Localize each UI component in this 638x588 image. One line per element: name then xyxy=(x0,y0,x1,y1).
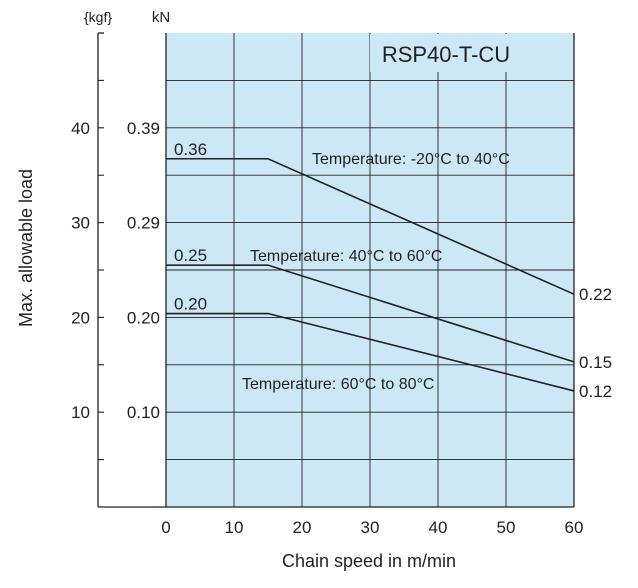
series-end-label-3: 0.12 xyxy=(579,382,612,401)
chart-title: RSP40-T-CU xyxy=(382,42,510,67)
series-line-1 xyxy=(166,157,575,295)
kn-tick-label: 0.29 xyxy=(127,214,160,233)
x-tick-label: 30 xyxy=(361,518,380,537)
x-tick-label: 10 xyxy=(225,518,244,537)
x-tick-label: 60 xyxy=(565,518,584,537)
kn-unit-label: kN xyxy=(152,9,170,26)
x-tick-label: 20 xyxy=(293,518,312,537)
series-line-3 xyxy=(166,312,575,392)
kgf-tick-label: 30 xyxy=(71,214,90,233)
series-name-label-1: Temperature: -20°C to 40°C xyxy=(312,151,510,168)
series-group xyxy=(166,157,575,392)
x-axis-title: Chain speed in m/min xyxy=(282,551,456,571)
x-tick-label: 40 xyxy=(429,518,448,537)
series-start-label-1: 0.36 xyxy=(174,140,207,159)
x-tick-label: 50 xyxy=(497,518,516,537)
series-line-2 xyxy=(166,264,575,363)
kgf-tick-label: 40 xyxy=(71,119,90,138)
kn-tick-label: 0.20 xyxy=(127,308,160,327)
series-labels: 0.36 0.22 0.25 0.15 0.20 0.12 Temperature: -20… xyxy=(174,140,612,401)
series-name-label-2: Temperature: 40°C to 60°C xyxy=(250,248,442,265)
x-tick-label: 0 xyxy=(161,518,170,537)
series-end-label-2: 0.15 xyxy=(579,353,612,372)
title-box xyxy=(370,34,526,72)
y-axis-title: Max. allowable load xyxy=(16,169,36,327)
kgf-tick-label: 10 xyxy=(71,403,90,422)
series-name-label-3: Temperature: 60°C to 80°C xyxy=(242,376,434,393)
series-start-label-2: 0.25 xyxy=(174,246,207,265)
grid xyxy=(165,33,575,507)
kn-tick-label: 0.39 xyxy=(127,119,160,138)
kn-tick-label: 0.10 xyxy=(127,403,160,422)
series-start-label-3: 0.20 xyxy=(174,295,207,314)
tick-labels: 0 10 20 30 40 50 60 40 30 20 10 0.39 0.29 0.20 0.10 xyxy=(71,119,583,537)
axes xyxy=(97,32,575,508)
kgf-tick-label: 20 xyxy=(71,308,90,327)
kgf-unit-label: {kgf} xyxy=(84,9,112,25)
series-end-label-1: 0.22 xyxy=(579,285,612,304)
